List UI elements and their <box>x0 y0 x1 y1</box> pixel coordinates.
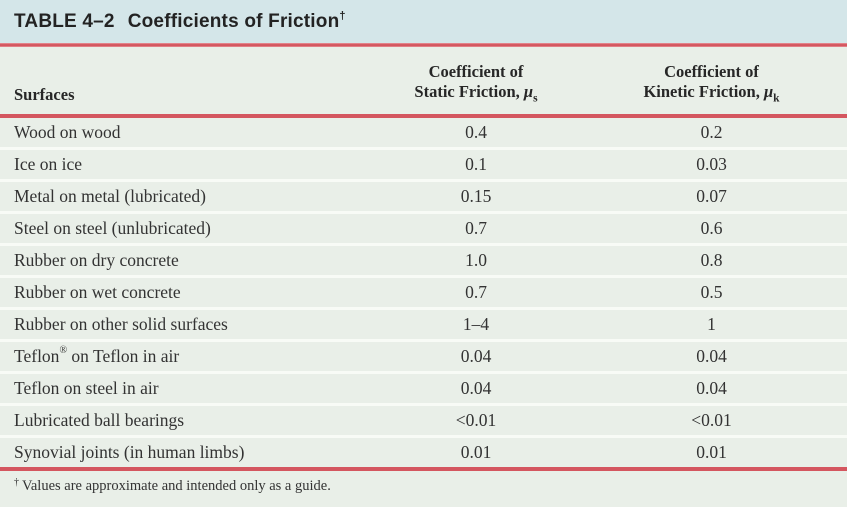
surface-cell: Ice on ice <box>0 148 376 182</box>
table-row: Rubber on dry concrete 1.0 0.8 <box>0 244 847 278</box>
footnote-marker-sup: † <box>339 9 346 22</box>
surface-cell: Metal on metal (lubricated) <box>0 180 376 214</box>
coefficients-of-friction-table: Surfaces Coefficient of Static Friction, … <box>0 47 847 471</box>
surface-cell: Rubber on dry concrete <box>0 244 376 278</box>
kinetic-header-line1: Coefficient of <box>664 61 759 81</box>
static-value-cell: 0.01 <box>376 436 576 471</box>
table-header: Surfaces Coefficient of Static Friction, … <box>0 47 847 118</box>
footnote-dagger-marker: † <box>14 477 19 488</box>
surface-cell: Synovial joints (in human limbs) <box>0 436 376 471</box>
static-value-cell: 0.7 <box>376 212 576 246</box>
static-value-cell: 1–4 <box>376 308 576 342</box>
static-value-cell: 0.7 <box>376 276 576 310</box>
table-row: Teflon on steel in air 0.04 0.04 <box>0 372 847 406</box>
red-divider-top <box>0 43 847 47</box>
table-title-text: Coefficients of Friction <box>127 10 340 32</box>
kinetic-header-line2: Kinetic Friction, <box>643 82 764 102</box>
table-footnote: † Values are approximate and intended onl… <box>0 471 847 507</box>
surface-text-suffix: on Teflon in air <box>67 346 180 366</box>
header-row: Surfaces Coefficient of Static Friction, … <box>0 47 847 118</box>
table-row: Wood on wood 0.4 0.2 <box>0 116 847 150</box>
surface-cell: Rubber on other solid surfaces <box>0 308 376 342</box>
table-body: Wood on wood 0.4 0.2 Ice on ice 0.1 0.03… <box>0 116 847 471</box>
registered-trademark-sup: ® <box>59 345 68 356</box>
surface-text-prefix: Teflon <box>14 346 60 366</box>
static-value-cell: 0.04 <box>376 340 576 374</box>
kinetic-value-cell: 0.03 <box>576 148 847 182</box>
kinetic-value-cell: 0.04 <box>576 372 847 406</box>
kinetic-value-cell: 0.6 <box>576 212 847 246</box>
mu-subscript-s: s <box>533 92 538 105</box>
table-row: Synovial joints (in human limbs) 0.01 0.… <box>0 436 847 471</box>
table-row: Steel on steel (unlubricated) 0.7 0.6 <box>0 212 847 246</box>
static-value-cell: 0.15 <box>376 180 576 214</box>
footnote-text: Values are approximate and intended only… <box>22 478 331 494</box>
static-value-cell: 0.1 <box>376 148 576 182</box>
kinetic-value-cell: 0.01 <box>576 436 847 471</box>
mu-symbol: μ <box>763 82 774 102</box>
table-row: Lubricated ball bearings <0.01 <0.01 <box>0 404 847 438</box>
table-row: Rubber on wet concrete 0.7 0.5 <box>0 276 847 310</box>
column-header-kinetic-friction: Coefficient of Kinetic Friction, μk <box>576 47 847 118</box>
surface-cell: Lubricated ball bearings <box>0 404 376 438</box>
static-value-cell: 0.04 <box>376 372 576 406</box>
table-row: Rubber on other solid surfaces 1–4 1 <box>0 308 847 342</box>
surface-cell: Teflon on steel in air <box>0 372 376 406</box>
mu-subscript-k: k <box>773 92 780 105</box>
kinetic-value-cell: 0.8 <box>576 244 847 278</box>
mu-symbol: μ <box>523 82 534 102</box>
table-title: Coefficients of Friction† <box>127 9 346 33</box>
table-row: Ice on ice 0.1 0.03 <box>0 148 847 182</box>
static-value-cell: 1.0 <box>376 244 576 278</box>
table-row: Teflon® on Teflon in air 0.04 0.04 <box>0 340 847 374</box>
kinetic-value-cell: 0.2 <box>576 116 847 150</box>
static-value-cell: 0.4 <box>376 116 576 150</box>
kinetic-value-cell: 1 <box>576 308 847 342</box>
kinetic-value-cell: 0.07 <box>576 180 847 214</box>
static-header-line1: Coefficient of <box>428 61 524 81</box>
kinetic-value-cell: 0.04 <box>576 340 847 374</box>
kinetic-value-cell: <0.01 <box>576 404 847 438</box>
surface-cell: Wood on wood <box>0 116 376 150</box>
column-header-surfaces: Surfaces <box>0 47 376 118</box>
static-header-line2: Static Friction, <box>414 82 524 102</box>
surface-cell: Rubber on wet concrete <box>0 276 376 310</box>
static-value-cell: <0.01 <box>376 404 576 438</box>
table-row: Metal on metal (lubricated) 0.15 0.07 <box>0 180 847 214</box>
table-title-bar: TABLE 4–2 Coefficients of Friction† <box>0 0 847 43</box>
kinetic-value-cell: 0.5 <box>576 276 847 310</box>
surface-cell: Steel on steel (unlubricated) <box>0 212 376 246</box>
surface-cell: Teflon® on Teflon in air <box>0 340 376 374</box>
table-number: TABLE 4–2 <box>14 10 115 32</box>
column-header-static-friction: Coefficient of Static Friction, μs <box>376 47 576 118</box>
